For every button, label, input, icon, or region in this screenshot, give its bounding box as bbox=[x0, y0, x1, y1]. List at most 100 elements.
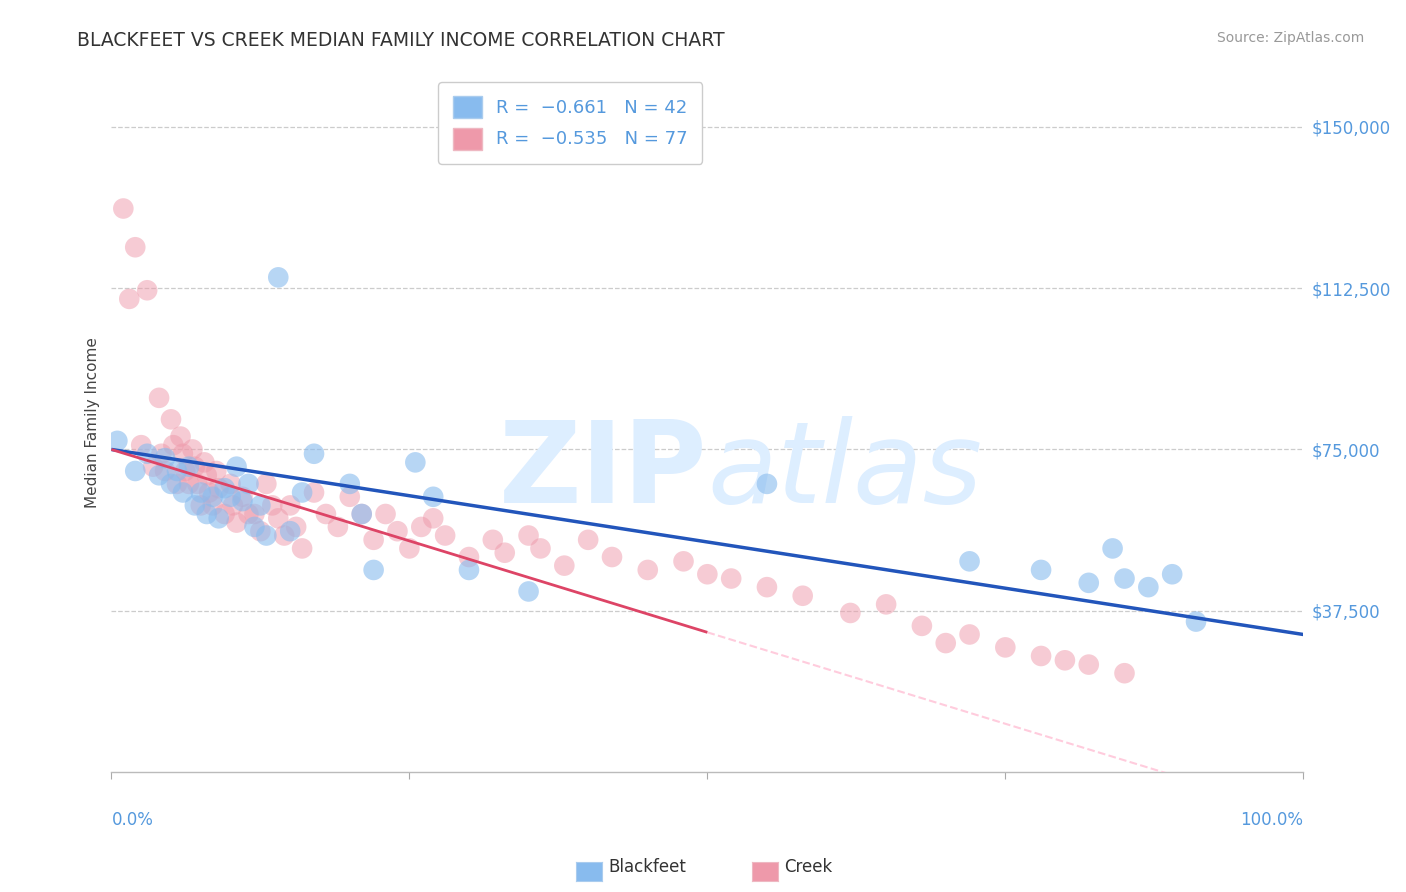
Point bbox=[1161, 567, 1184, 582]
Point bbox=[136, 447, 159, 461]
Point bbox=[458, 549, 481, 564]
Text: Source: ZipAtlas.com: Source: ZipAtlas.com bbox=[1216, 31, 1364, 45]
Point bbox=[225, 516, 247, 530]
Point bbox=[434, 528, 457, 542]
Point bbox=[273, 528, 295, 542]
Point bbox=[363, 533, 385, 547]
Point bbox=[422, 511, 444, 525]
Point bbox=[129, 438, 152, 452]
Point bbox=[696, 567, 718, 582]
Point bbox=[190, 499, 212, 513]
Point bbox=[166, 476, 188, 491]
Point bbox=[411, 520, 433, 534]
Point bbox=[249, 524, 271, 539]
Point bbox=[267, 511, 290, 525]
Point bbox=[637, 563, 659, 577]
Point bbox=[291, 485, 314, 500]
Point bbox=[225, 459, 247, 474]
Point bbox=[302, 485, 325, 500]
Point bbox=[205, 464, 228, 478]
Point bbox=[672, 554, 695, 568]
Point bbox=[214, 507, 236, 521]
Point bbox=[184, 499, 207, 513]
Point bbox=[254, 528, 277, 542]
Point bbox=[959, 627, 981, 641]
Point bbox=[1114, 666, 1136, 681]
Point bbox=[177, 476, 200, 491]
Point bbox=[755, 476, 778, 491]
Point bbox=[291, 541, 314, 556]
Point bbox=[177, 459, 200, 474]
Text: Blackfeet: Blackfeet bbox=[609, 858, 686, 876]
Point bbox=[124, 240, 146, 254]
Point bbox=[1077, 657, 1099, 672]
Point bbox=[959, 554, 981, 568]
Point bbox=[387, 524, 409, 539]
Point bbox=[160, 476, 183, 491]
Point bbox=[1029, 563, 1052, 577]
Point bbox=[208, 481, 231, 495]
Point bbox=[166, 464, 188, 478]
Point bbox=[169, 429, 191, 443]
Point bbox=[1053, 653, 1076, 667]
Point bbox=[219, 476, 242, 491]
Point bbox=[195, 468, 218, 483]
Text: atlas: atlas bbox=[707, 416, 983, 527]
Point bbox=[458, 563, 481, 577]
Point bbox=[105, 434, 128, 448]
Point bbox=[249, 499, 271, 513]
Point bbox=[285, 520, 308, 534]
Point bbox=[231, 490, 253, 504]
Point bbox=[911, 619, 934, 633]
Point bbox=[482, 533, 505, 547]
Point bbox=[1077, 575, 1099, 590]
Point bbox=[162, 438, 184, 452]
Point bbox=[214, 481, 236, 495]
Point bbox=[254, 476, 277, 491]
Point bbox=[222, 499, 245, 513]
Point bbox=[150, 447, 173, 461]
Point bbox=[193, 455, 215, 469]
Point bbox=[553, 558, 575, 573]
Point bbox=[195, 507, 218, 521]
Point bbox=[517, 528, 540, 542]
Point bbox=[153, 451, 176, 466]
Legend: R =  −0.661   N = 42, R =  −0.535   N = 77: R = −0.661 N = 42, R = −0.535 N = 77 bbox=[439, 82, 702, 164]
Point bbox=[350, 507, 373, 521]
Point bbox=[350, 507, 373, 521]
Point bbox=[1137, 580, 1160, 594]
Point bbox=[935, 636, 957, 650]
Point bbox=[278, 499, 301, 513]
Text: Creek: Creek bbox=[785, 858, 832, 876]
Point bbox=[529, 541, 551, 556]
Point bbox=[124, 464, 146, 478]
Point bbox=[243, 507, 266, 521]
Point bbox=[875, 598, 897, 612]
Point bbox=[404, 455, 426, 469]
Point bbox=[398, 541, 420, 556]
Point bbox=[136, 283, 159, 297]
Point bbox=[190, 485, 212, 500]
Point bbox=[1114, 572, 1136, 586]
Text: BLACKFEET VS CREEK MEDIAN FAMILY INCOME CORRELATION CHART: BLACKFEET VS CREEK MEDIAN FAMILY INCOME … bbox=[77, 31, 725, 50]
Text: 100.0%: 100.0% bbox=[1240, 811, 1303, 829]
Point bbox=[112, 202, 135, 216]
Point bbox=[755, 580, 778, 594]
Point bbox=[238, 476, 260, 491]
Point bbox=[160, 412, 183, 426]
Point bbox=[374, 507, 396, 521]
Point bbox=[1101, 541, 1123, 556]
Point bbox=[339, 476, 361, 491]
Point bbox=[148, 391, 170, 405]
Point bbox=[494, 546, 516, 560]
Point bbox=[326, 520, 349, 534]
Point bbox=[792, 589, 814, 603]
Point bbox=[142, 459, 165, 474]
Point bbox=[153, 464, 176, 478]
Point bbox=[172, 485, 194, 500]
Point bbox=[517, 584, 540, 599]
Point bbox=[315, 507, 337, 521]
Point bbox=[994, 640, 1017, 655]
Point bbox=[576, 533, 599, 547]
Point bbox=[201, 490, 224, 504]
